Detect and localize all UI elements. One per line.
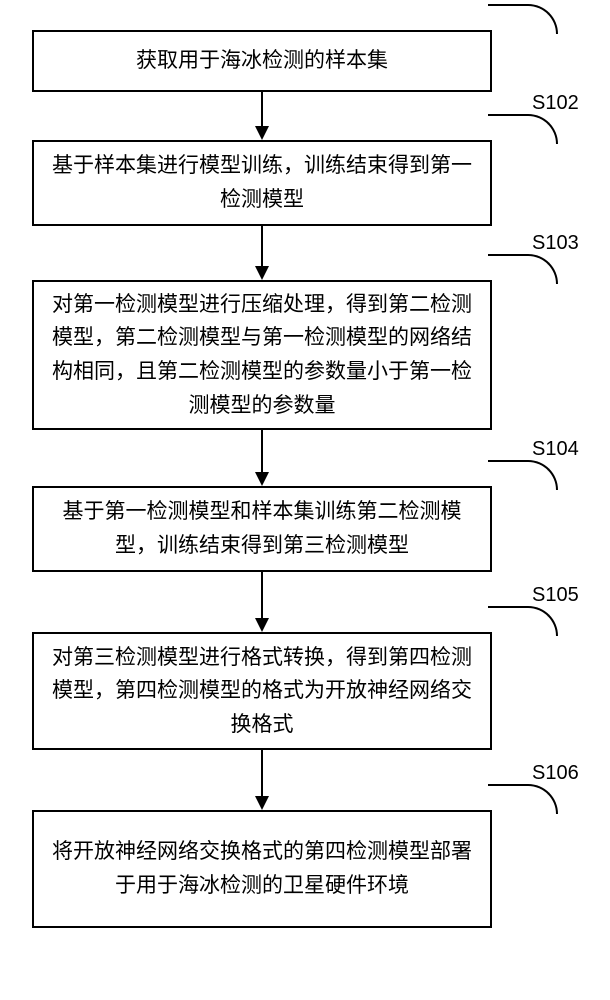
flow-node-s103: 对第一检测模型进行压缩处理，得到第二检测模型，第二检测模型与第一检测模型的网络结… bbox=[32, 280, 492, 430]
arrow-line bbox=[261, 750, 263, 796]
flowchart-container: 获取用于海冰检测的样本集 S101 基于样本集进行模型训练，训练结束得到第一检测模型… bbox=[0, 0, 610, 1000]
flow-node-text: 将开放神经网络交换格式的第四检测模型部署于用于海冰检测的卫星硬件环境 bbox=[52, 835, 472, 902]
leader-line bbox=[488, 606, 558, 636]
step-label-s105: S105 bbox=[532, 584, 579, 607]
step-label-s104: S104 bbox=[532, 438, 579, 461]
arrow-line bbox=[261, 92, 263, 126]
flow-node-text: 基于样本集进行模型训练，训练结束得到第一检测模型 bbox=[52, 149, 472, 216]
flow-node-s104: 基于第一检测模型和样本集训练第二检测模型，训练结束得到第三检测模型 bbox=[32, 486, 492, 572]
flow-node-s101: 获取用于海冰检测的样本集 bbox=[32, 30, 492, 92]
leader-line bbox=[488, 784, 558, 814]
step-label-s102: S102 bbox=[532, 92, 579, 115]
arrow-head-icon bbox=[255, 796, 269, 810]
arrow-line bbox=[261, 430, 263, 472]
step-label-s106: S106 bbox=[532, 762, 579, 785]
arrow-head-icon bbox=[255, 266, 269, 280]
leader-line bbox=[488, 114, 558, 144]
step-label-s103: S103 bbox=[532, 232, 579, 255]
leader-line bbox=[488, 4, 558, 34]
arrow-head-icon bbox=[255, 472, 269, 486]
step-label-s101: S101 bbox=[532, 0, 579, 5]
arrow-line bbox=[261, 226, 263, 266]
flow-node-s105: 对第三检测模型进行格式转换，得到第四检测模型，第四检测模型的格式为开放神经网络交… bbox=[32, 632, 492, 750]
flow-node-text: 获取用于海冰检测的样本集 bbox=[136, 44, 388, 78]
flow-node-s102: 基于样本集进行模型训练，训练结束得到第一检测模型 bbox=[32, 140, 492, 226]
arrow-line bbox=[261, 572, 263, 618]
leader-line bbox=[488, 254, 558, 284]
arrow-head-icon bbox=[255, 618, 269, 632]
flow-node-text: 对第一检测模型进行压缩处理，得到第二检测模型，第二检测模型与第一检测模型的网络结… bbox=[52, 288, 472, 422]
arrow-head-icon bbox=[255, 126, 269, 140]
flow-node-text: 基于第一检测模型和样本集训练第二检测模型，训练结束得到第三检测模型 bbox=[52, 495, 472, 562]
flow-node-s106: 将开放神经网络交换格式的第四检测模型部署于用于海冰检测的卫星硬件环境 bbox=[32, 810, 492, 928]
leader-line bbox=[488, 460, 558, 490]
flow-node-text: 对第三检测模型进行格式转换，得到第四检测模型，第四检测模型的格式为开放神经网络交… bbox=[52, 641, 472, 742]
